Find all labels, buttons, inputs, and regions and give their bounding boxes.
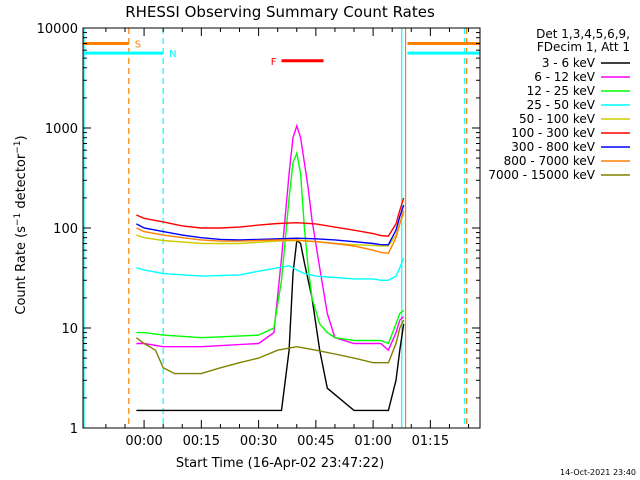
chart-title: RHESSI Observing Summary Count Rates <box>125 3 435 21</box>
x-tick-label: 00:45 <box>297 434 334 449</box>
time-markers <box>83 28 468 428</box>
y-label-part: detector <box>14 153 29 213</box>
x-tick-label: 00:15 <box>183 434 220 449</box>
annotation-label: S <box>135 39 141 50</box>
legend-label: 3 - 6 keV <box>542 56 596 70</box>
x-tick-label: 01:15 <box>412 434 449 449</box>
x-tick-label: 00:30 <box>240 434 277 449</box>
legend-label: 50 - 100 keV <box>519 112 596 126</box>
y-axis-label: Count Rate (s−1 detector−1) <box>13 135 29 314</box>
y-tick-label: 1000 <box>45 122 78 137</box>
legend-label: 300 - 800 keV <box>511 140 595 154</box>
series-line <box>136 204 405 246</box>
y-label-part: Count Rate (s <box>14 226 29 315</box>
x-tick-label: 01:00 <box>354 434 391 449</box>
series-line <box>136 213 405 247</box>
annotation-label: N <box>169 49 176 60</box>
series-line <box>136 197 405 237</box>
series-line <box>136 257 405 281</box>
y-label-part: −1 <box>13 140 23 153</box>
y-axis-label-text: Count Rate (s−1 detector−1) <box>13 135 29 314</box>
series-line <box>136 123 405 352</box>
legend-label: 6 - 12 keV <box>534 70 596 84</box>
axis-ticks: 1 10 100 1000 10000 00:00 00:15 00:30 00:45 01:00… <box>37 22 480 449</box>
series-line <box>136 239 405 412</box>
legend-label: 100 - 300 keV <box>511 126 595 140</box>
series-line <box>135 319 405 375</box>
y-tick-label: 10 <box>61 322 78 337</box>
y-tick-label: 10000 <box>37 22 78 37</box>
series-line <box>136 210 405 254</box>
y-label-part: ) <box>14 135 29 140</box>
y-tick-label: 1 <box>70 422 78 437</box>
legend-header: Det 1,3,4,5,6,9, <box>536 27 630 41</box>
timestamp: 14-Oct-2021 23:40 <box>560 468 636 477</box>
x-axis-label: Start Time (16-Apr-02 23:47:22) <box>176 456 384 471</box>
series-line <box>136 150 405 345</box>
plot-frame <box>82 27 481 429</box>
annotations: S N F <box>83 39 480 68</box>
series-layer <box>135 123 405 412</box>
y-label-part: −1 <box>13 213 23 226</box>
legend-label: 12 - 25 keV <box>527 84 596 98</box>
legend-label: 800 - 7000 keV <box>504 154 596 168</box>
x-tick-label: 00:00 <box>125 434 162 449</box>
legend-label: 25 - 50 keV <box>527 98 596 112</box>
y-tick-label: 100 <box>53 222 78 237</box>
legend: Det 1,3,4,5,6,9,FDecim 1, Att 1 3 - 6 keV… <box>488 27 630 182</box>
legend-label: 7000 - 15000 keV <box>488 168 595 182</box>
annotation-label: F <box>271 57 277 68</box>
legend-header: FDecim 1, Att 1 <box>537 40 630 54</box>
